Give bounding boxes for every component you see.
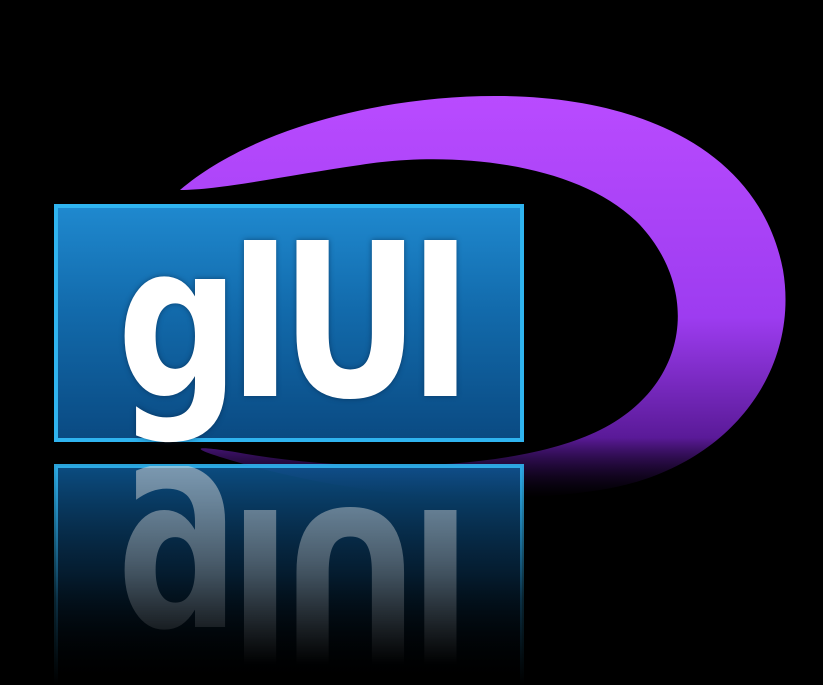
logo-wordmark-reflection: gIUI: [116, 459, 462, 685]
logo-box: [54, 204, 524, 442]
swoosh-arc: [180, 95, 786, 499]
logo-box-reflection: [54, 464, 524, 685]
logo-wordmark: gIUI: [116, 198, 472, 447]
